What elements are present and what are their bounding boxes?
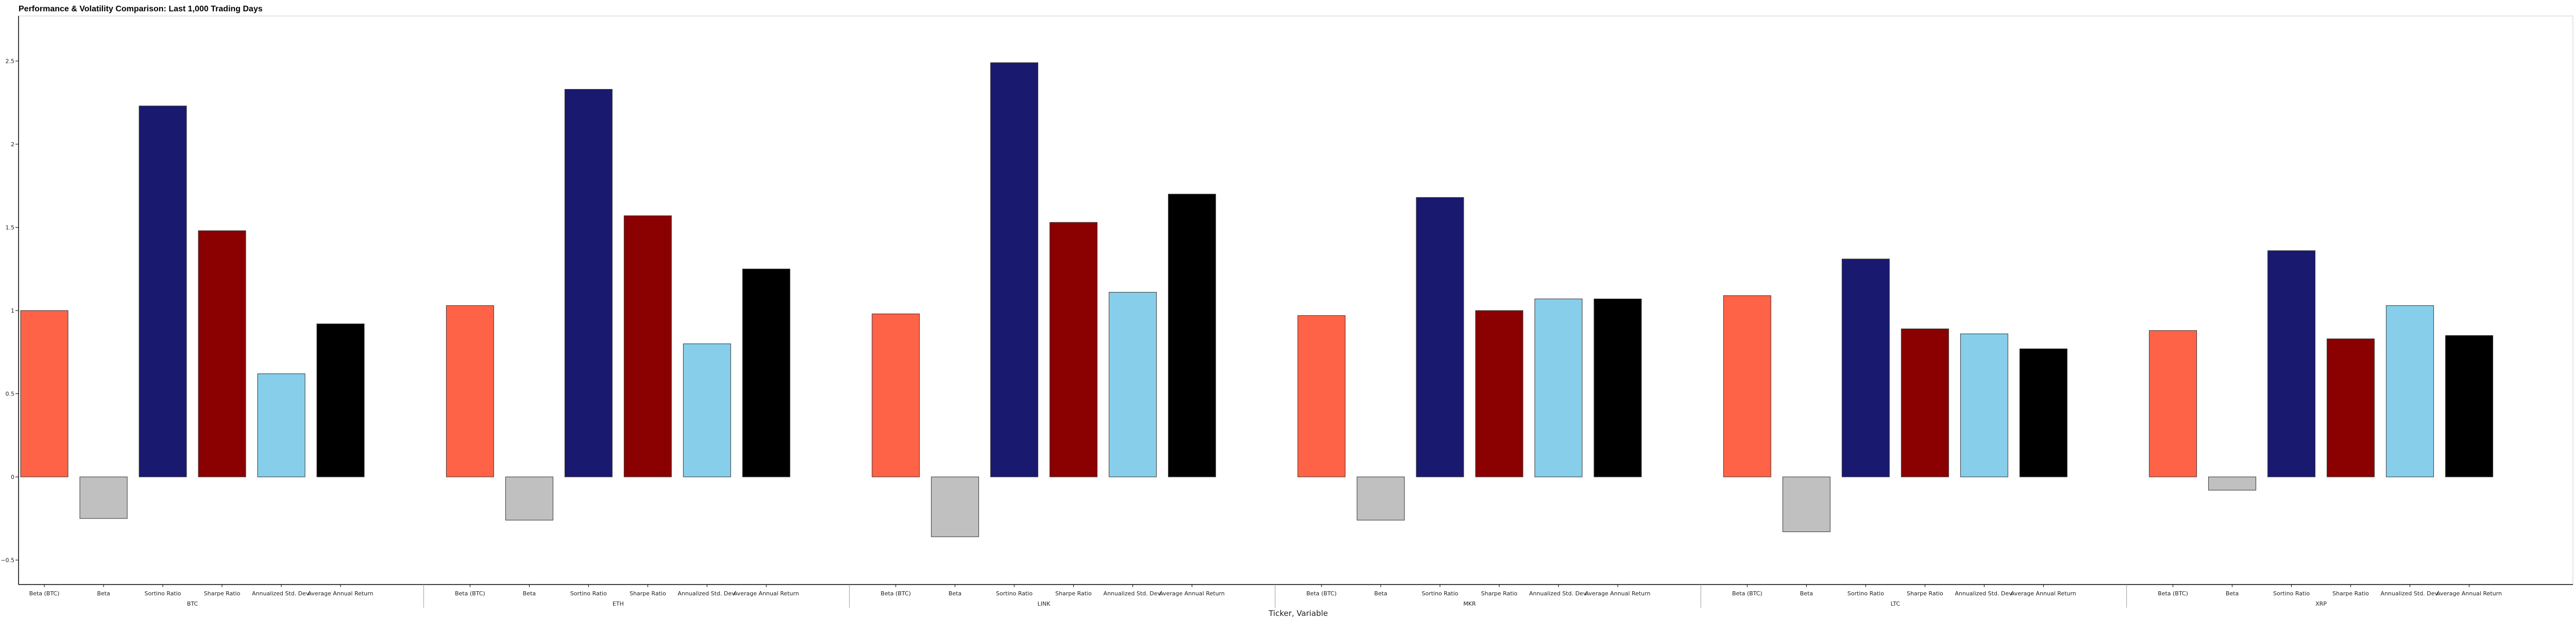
x-tick-label: Average Annual Return xyxy=(2436,590,2502,597)
bar-group-link xyxy=(872,62,1216,537)
group-label: MKR xyxy=(1463,600,1476,607)
bar-group-btc xyxy=(20,106,365,519)
x-tick-label: Annualized Std. Dev. xyxy=(677,590,736,597)
x-tick-label: Beta xyxy=(523,590,536,597)
x-tick-label: Sortino Ratio xyxy=(570,590,607,597)
x-tick-label: Sortino Ratio xyxy=(996,590,1032,597)
x-tick-label: Sortino Ratio xyxy=(144,590,181,597)
x-tick-label: Annualized Std. Dev. xyxy=(252,590,311,597)
x-tick-label: Sharpe Ratio xyxy=(2332,590,2369,597)
bar xyxy=(20,310,69,477)
x-tick-label: Beta (BTC) xyxy=(1732,590,1762,597)
x-tick-label: Beta (BTC) xyxy=(1307,590,1337,597)
bar xyxy=(2445,335,2494,477)
bar xyxy=(1782,476,1831,533)
x-tick-label: Beta xyxy=(2226,590,2239,597)
y-tick-label: 0 xyxy=(11,474,14,480)
bar xyxy=(1534,298,1583,477)
bar xyxy=(79,476,128,519)
x-tick-label: Sortino Ratio xyxy=(2273,590,2310,597)
group-label: BTC xyxy=(187,600,198,607)
bar xyxy=(1297,315,1346,477)
x-tick-label: Sortino Ratio xyxy=(1421,590,1458,597)
x-tick-label: Annualized Std. Dev. xyxy=(2381,590,2439,597)
x-tick-label: Average Annual Return xyxy=(2011,590,2076,597)
y-tick-label: 0.5 xyxy=(6,391,15,398)
group-label: LINK xyxy=(1038,600,1051,607)
bar xyxy=(2386,305,2434,477)
x-tick-label: Annualized Std. Dev. xyxy=(1955,590,2013,597)
x-tick-label: Sharpe Ratio xyxy=(1055,590,1092,597)
bar xyxy=(1723,295,1771,477)
x-tick-label: Beta xyxy=(1374,590,1387,597)
bar xyxy=(2208,476,2257,491)
bar xyxy=(1049,222,1098,477)
bar xyxy=(1841,259,1890,477)
bar-group-xrp xyxy=(2149,250,2494,491)
x-tick-label: Beta (BTC) xyxy=(455,590,485,597)
group-label: LTC xyxy=(1891,600,1901,607)
bar xyxy=(1960,333,2008,477)
y-tick-label: −0.5 xyxy=(1,557,14,564)
plot-area xyxy=(18,15,2573,585)
x-axis-title: Ticker, Variable xyxy=(1268,609,1328,618)
bar xyxy=(742,268,790,477)
bar-group-mkr xyxy=(1297,197,1642,521)
bar xyxy=(1357,476,1405,521)
x-tick-label: Annualized Std. Dev. xyxy=(1104,590,1162,597)
y-tick-label: 2 xyxy=(11,141,14,148)
bar xyxy=(257,373,306,477)
bar xyxy=(1475,310,1523,477)
x-tick-label: Sharpe Ratio xyxy=(1907,590,1943,597)
x-tick-label: Beta (BTC) xyxy=(880,590,911,597)
y-tick-label: 1 xyxy=(11,307,14,314)
bars xyxy=(20,62,2494,537)
bar xyxy=(2149,330,2197,477)
bar xyxy=(446,305,494,477)
bar xyxy=(2327,338,2375,477)
bar xyxy=(990,62,1039,477)
bar xyxy=(872,313,920,477)
bar xyxy=(931,476,979,537)
bar xyxy=(2019,348,2067,477)
x-tick-label: Sharpe Ratio xyxy=(204,590,241,597)
y-tick-label: 2.5 xyxy=(6,58,15,65)
y-tick-label: 1.5 xyxy=(6,225,15,231)
bar xyxy=(683,344,731,477)
bar xyxy=(623,215,672,477)
bar xyxy=(564,89,613,477)
x-tick-label: Annualized Std. Dev. xyxy=(1529,590,1588,597)
bar xyxy=(139,106,187,477)
x-tick-label: Sharpe Ratio xyxy=(630,590,666,597)
x-tick-label: Beta xyxy=(97,590,110,597)
bar-group-ltc xyxy=(1723,259,2067,533)
bar xyxy=(1416,197,1464,477)
x-tick-label: Beta (BTC) xyxy=(29,590,60,597)
bar xyxy=(198,230,246,477)
bar xyxy=(1168,194,1216,477)
x-axis: Beta (BTC) Beta Sortino Ratio Sharpe Ratio A… xyxy=(19,584,2573,608)
x-tick-label: Beta xyxy=(1800,590,1813,597)
x-tick-label: Average Annual Return xyxy=(1585,590,1651,597)
group-label: ETH xyxy=(613,600,624,607)
y-axis: −0.5 0 0.5 1 1.5 2 2.5 xyxy=(1,16,19,585)
bar xyxy=(316,323,365,477)
x-tick-label: Average Annual Return xyxy=(1159,590,1225,597)
chart-title: Performance & Volatility Comparison: Las… xyxy=(19,5,263,13)
x-tick-label: Average Annual Return xyxy=(734,590,799,597)
x-tick-label: Sortino Ratio xyxy=(1848,590,1884,597)
bar xyxy=(1109,291,1157,477)
bar xyxy=(1594,298,1642,477)
x-tick-label: Average Annual Return xyxy=(308,590,374,597)
bar xyxy=(1901,329,1949,477)
bar-group-eth xyxy=(446,89,790,521)
bar xyxy=(2267,250,2316,477)
group-label: XRP xyxy=(2315,600,2327,607)
x-tick-label: Beta xyxy=(948,590,961,597)
x-tick-label: Sharpe Ratio xyxy=(1481,590,1518,597)
bar xyxy=(505,476,553,521)
x-tick-label: Beta (BTC) xyxy=(2158,590,2188,597)
plot-frame xyxy=(18,15,2573,585)
